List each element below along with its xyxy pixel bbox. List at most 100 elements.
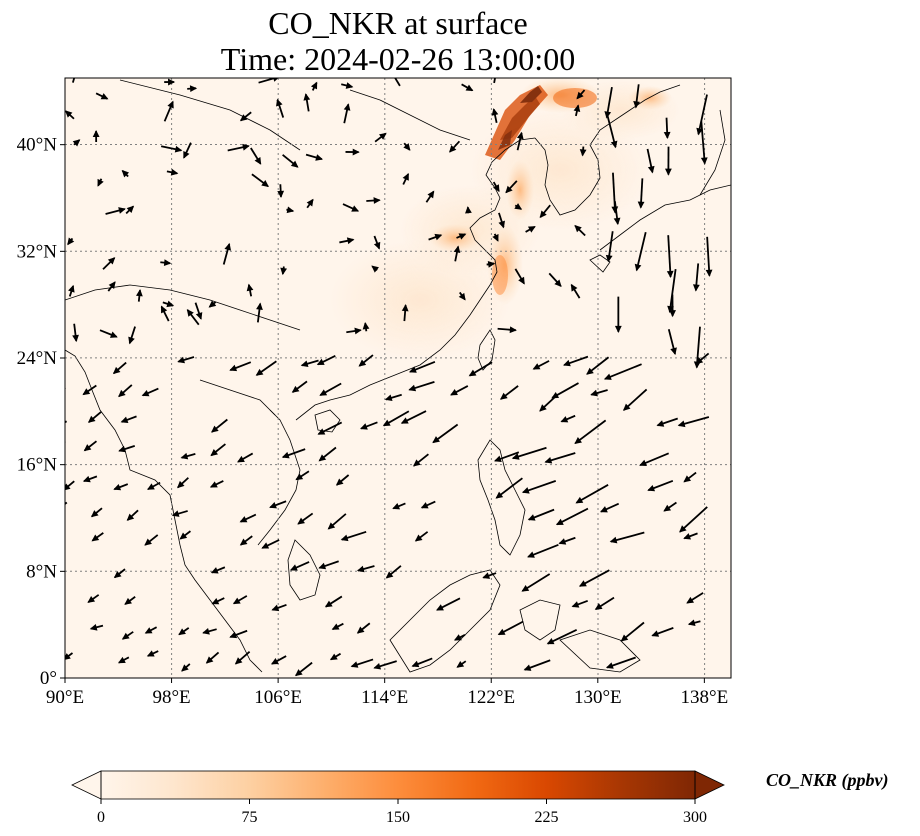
wind-arrow-head (232, 597, 241, 605)
wind-arrow-head (669, 310, 676, 318)
wind-arrow-head (356, 565, 365, 573)
wind-arrow-head (373, 241, 381, 250)
wind-arrow-head (664, 168, 672, 176)
wind-arrow-head (427, 190, 435, 199)
wind-arrow-head (324, 600, 333, 608)
x-tick-label: 130°E (574, 687, 622, 708)
graticule (65, 78, 731, 678)
wind-arrow-head (705, 269, 713, 277)
wind-arrow-head (594, 603, 603, 610)
wind-arrow-head (329, 653, 338, 661)
wind-arrow-head (362, 322, 370, 330)
x-tick-label: 138°E (681, 687, 729, 708)
wind-arrow-head (400, 417, 409, 424)
wind-arrow-head (686, 596, 695, 604)
wind-arrow-head (113, 571, 122, 579)
wind-arrow-shaft (394, 78, 401, 87)
wind-arrow-head (146, 650, 155, 657)
wind-arrow-head (83, 444, 92, 452)
wind-arrow-head (544, 457, 553, 464)
wind-arrow-head (65, 110, 73, 118)
wind-arrow-shaft (679, 506, 708, 533)
wind-arrow-head (575, 496, 584, 504)
wind-arrow-head (356, 626, 365, 634)
wind-arrow-head (521, 585, 530, 592)
wind-arrow-head (571, 601, 580, 608)
wind-arrow-head (354, 327, 362, 335)
wind-arrow-head (586, 367, 594, 375)
wind-arrow-head (53, 391, 59, 396)
wind-arrow-head (683, 475, 692, 483)
wind-arrow-head (350, 661, 359, 668)
wind-arrow-head (599, 506, 608, 513)
wind-arrow-head (72, 334, 79, 343)
wind-arrow-head (570, 283, 578, 292)
wind-arrow-head (647, 484, 656, 492)
wind-arrow-head (170, 168, 179, 176)
wind-arrow-shaft (706, 236, 711, 276)
wind-arrow-head (656, 420, 665, 427)
wind-arrow-head (408, 366, 417, 373)
wind-arrow-head (605, 662, 614, 669)
wind-arrow-shaft (65, 440, 66, 443)
wind-arrow-head (92, 129, 100, 138)
wind-arrow-head (345, 82, 354, 89)
wind-arrow-head (434, 233, 443, 241)
wind-arrow-head (358, 359, 367, 367)
x-tick-label: 106°E (254, 687, 302, 708)
wind-arrow-head (68, 284, 75, 293)
wind-arrow-head (633, 101, 640, 109)
wind-arrow-head (610, 140, 618, 149)
wind-arrow-head (118, 445, 126, 453)
colorbar-tick-label: 150 (386, 809, 410, 826)
wind-arrow-head (109, 331, 118, 338)
wind-arrow-shaft (700, 121, 706, 164)
wind-arrow-head (560, 416, 569, 423)
wind-arrow-head (414, 534, 423, 542)
wind-arrow-head (121, 169, 130, 178)
wind-arrow-head (117, 656, 126, 664)
wind-arrow-head (603, 373, 612, 380)
wind-arrow-head (651, 630, 660, 637)
wind-arrow-head (532, 363, 541, 370)
wind-arrow-head (317, 428, 326, 435)
wind-arrow-head (346, 237, 355, 245)
wind-arrow-head (87, 596, 96, 603)
wind-arrow-head (146, 483, 155, 490)
wind-arrow-head (639, 459, 647, 467)
wind-arrow-head (679, 525, 687, 533)
wind-arrow-head (511, 453, 520, 460)
wind-arrow-head (465, 84, 474, 92)
wind-arrow-head (300, 360, 309, 367)
wind-arrow-shaft (493, 78, 496, 84)
wind-arrow-shaft (604, 363, 642, 380)
wind-arrow-head (458, 292, 466, 301)
wind-arrow-head (518, 276, 525, 285)
y-tick-label: 32°N (17, 241, 58, 262)
wind-arrow-head (687, 619, 696, 627)
wind-arrow-head (290, 160, 299, 168)
x-tick-label: 98°E (152, 687, 190, 708)
wind-arrow-head (141, 389, 150, 397)
wind-arrow-head (453, 245, 461, 254)
wind-arrow-head (118, 207, 126, 214)
wind-arrow-head (205, 656, 214, 664)
wind-arrow-head (100, 93, 109, 100)
wind-arrow-head (171, 510, 180, 517)
wind-arrow-head (523, 664, 532, 671)
wind-arrow-head (493, 70, 498, 76)
wind-arrow-head (281, 451, 290, 459)
wind-arrow-head (211, 598, 220, 605)
wind-arrow-head (401, 304, 409, 312)
wind-arrow-head (465, 206, 472, 214)
wind-arrow-head (319, 389, 328, 396)
wind-arrow-head (450, 389, 458, 396)
wind-arrow-head (492, 234, 499, 242)
wind-arrow-head (113, 483, 122, 491)
wind-arrow-head (210, 567, 219, 574)
wind-arrow-head (254, 156, 262, 165)
wind-arrow-shaft (635, 231, 647, 271)
wind-arrow-head (52, 441, 58, 446)
wind-arrow-head (128, 336, 135, 345)
wind-arrow-head (90, 510, 99, 518)
